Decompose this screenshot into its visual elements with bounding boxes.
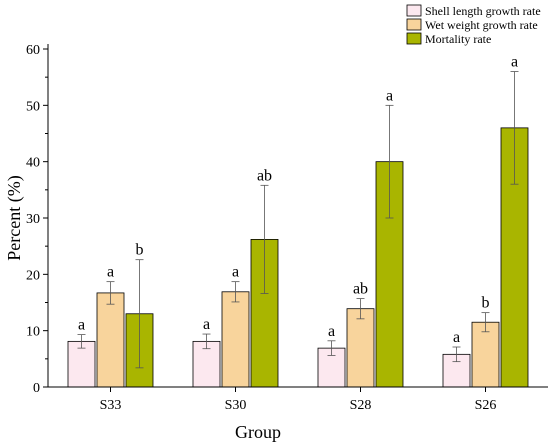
significance-label-s28-series-1: ab xyxy=(353,281,368,298)
legend-label-shell-length: Shell length growth rate xyxy=(425,4,541,18)
bar-s30-series-1 xyxy=(221,291,250,388)
x-tick-label-s26: S26 xyxy=(475,398,497,413)
y-tick-label-50: 50 xyxy=(26,99,40,114)
significance-label-s30-series-0: a xyxy=(203,316,210,333)
y-tick-label-60: 60 xyxy=(26,43,40,58)
legend-label-mortality: Mortality rate xyxy=(425,32,491,46)
significance-label-s30-series-1: a xyxy=(232,264,239,281)
x-axis-title: Group xyxy=(235,422,281,442)
bar-s30-series-0 xyxy=(192,340,221,388)
significance-label-s33-series-1: a xyxy=(107,264,114,281)
x-tick-label-s30: S30 xyxy=(225,398,247,413)
significance-label-s28-series-2: a xyxy=(386,87,393,104)
significance-label-s30-series-2: ab xyxy=(257,167,272,184)
y-tick-label-0: 0 xyxy=(33,381,40,396)
significance-label-s26-series-1: b xyxy=(482,295,490,312)
bar-s26-series-1 xyxy=(471,321,500,388)
bar-s28-series-1 xyxy=(346,308,375,388)
y-tick-label-30: 30 xyxy=(26,212,40,227)
y-axis-title: Percent (%) xyxy=(4,175,25,260)
error-bars-layer xyxy=(77,71,519,369)
legend-swatch-shell-length xyxy=(406,4,422,17)
x-tick-label-s28: S28 xyxy=(350,398,372,413)
y-tick-label-20: 20 xyxy=(26,268,40,283)
legend-swatch-wet-weight xyxy=(406,18,422,31)
y-tick-label-10: 10 xyxy=(26,325,40,340)
legend: Shell length growth rate Wet weight grow… xyxy=(406,4,541,46)
legend-label-wet-weight: Wet weight growth rate xyxy=(425,18,538,32)
significance-label-s33-series-2: b xyxy=(136,242,144,259)
bar-s33-series-1 xyxy=(96,292,125,388)
axes: S33 S30 S28 S26 0 10 20 30 40 50 60 xyxy=(26,43,548,413)
x-tick-label-s33: S33 xyxy=(100,398,122,413)
significance-label-s28-series-0: a xyxy=(328,323,335,340)
legend-swatch-mortality xyxy=(406,32,422,45)
y-tick-label-40: 40 xyxy=(26,156,40,171)
bar-s33-series-0 xyxy=(67,340,96,388)
significance-label-s33-series-0: a xyxy=(78,317,85,334)
significance-label-s26-series-0: a xyxy=(453,329,460,346)
significance-label-s26-series-2: a xyxy=(511,54,518,71)
